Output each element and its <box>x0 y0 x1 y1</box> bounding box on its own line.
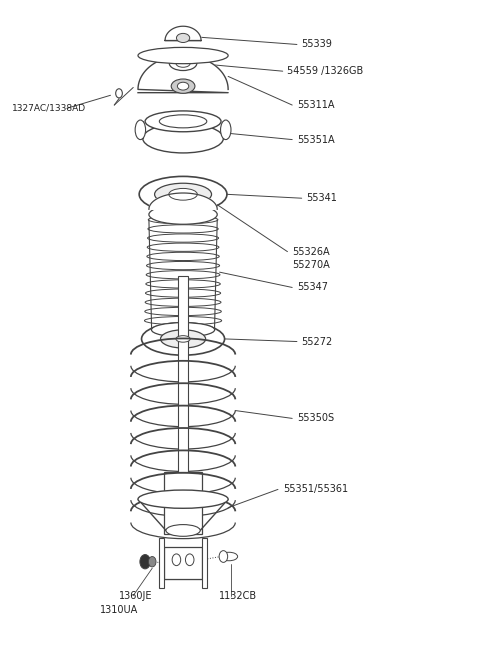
Text: 55339: 55339 <box>301 39 333 49</box>
Text: 54559 /1326GB: 54559 /1326GB <box>288 66 364 76</box>
Ellipse shape <box>143 124 223 153</box>
Ellipse shape <box>147 234 218 242</box>
Ellipse shape <box>178 82 189 90</box>
Ellipse shape <box>148 215 218 224</box>
Circle shape <box>219 551 228 562</box>
Ellipse shape <box>159 115 207 128</box>
Bar <box>179 277 188 472</box>
Ellipse shape <box>160 330 205 348</box>
Text: 1310UA: 1310UA <box>100 605 138 615</box>
Bar <box>164 472 202 533</box>
Polygon shape <box>138 56 228 93</box>
Bar <box>202 538 207 588</box>
Ellipse shape <box>147 243 219 252</box>
Circle shape <box>140 555 150 569</box>
Ellipse shape <box>147 252 219 261</box>
Bar <box>159 538 164 588</box>
Ellipse shape <box>138 490 228 509</box>
Text: 1327AC/1338AD: 1327AC/1338AD <box>12 104 86 113</box>
Text: 55326A: 55326A <box>292 246 330 257</box>
Ellipse shape <box>135 120 145 139</box>
Ellipse shape <box>146 271 220 279</box>
Ellipse shape <box>116 89 122 98</box>
Ellipse shape <box>171 79 195 93</box>
Polygon shape <box>165 26 201 41</box>
Ellipse shape <box>152 323 215 337</box>
Ellipse shape <box>220 553 238 560</box>
Circle shape <box>172 554 180 566</box>
Ellipse shape <box>176 336 190 342</box>
Text: 55341: 55341 <box>306 193 337 203</box>
Text: 55311A: 55311A <box>297 100 335 110</box>
Ellipse shape <box>148 225 218 233</box>
Polygon shape <box>149 193 217 210</box>
Text: 1132CB: 1132CB <box>219 591 257 600</box>
Text: 55350S: 55350S <box>297 413 334 423</box>
Ellipse shape <box>166 524 200 536</box>
Text: 1360JE: 1360JE <box>119 591 153 600</box>
Ellipse shape <box>149 205 217 224</box>
Ellipse shape <box>145 298 221 306</box>
Ellipse shape <box>146 280 220 288</box>
Ellipse shape <box>145 307 221 315</box>
Ellipse shape <box>146 261 220 270</box>
Ellipse shape <box>144 317 222 325</box>
Ellipse shape <box>169 189 197 200</box>
Text: 55347: 55347 <box>297 283 328 292</box>
Ellipse shape <box>145 289 221 297</box>
Ellipse shape <box>220 120 231 139</box>
Circle shape <box>148 556 156 567</box>
Text: 55351A: 55351A <box>297 135 335 145</box>
Ellipse shape <box>169 57 197 70</box>
Text: 55351/55361: 55351/55361 <box>283 484 348 495</box>
Ellipse shape <box>142 323 225 355</box>
Circle shape <box>185 554 194 566</box>
Ellipse shape <box>176 59 190 67</box>
Ellipse shape <box>155 183 212 206</box>
Text: 55272: 55272 <box>301 336 333 346</box>
Ellipse shape <box>138 47 228 64</box>
Ellipse shape <box>139 176 227 212</box>
Ellipse shape <box>145 111 221 132</box>
Bar <box>164 547 202 579</box>
Ellipse shape <box>177 34 190 43</box>
Text: 55270A: 55270A <box>292 260 330 269</box>
